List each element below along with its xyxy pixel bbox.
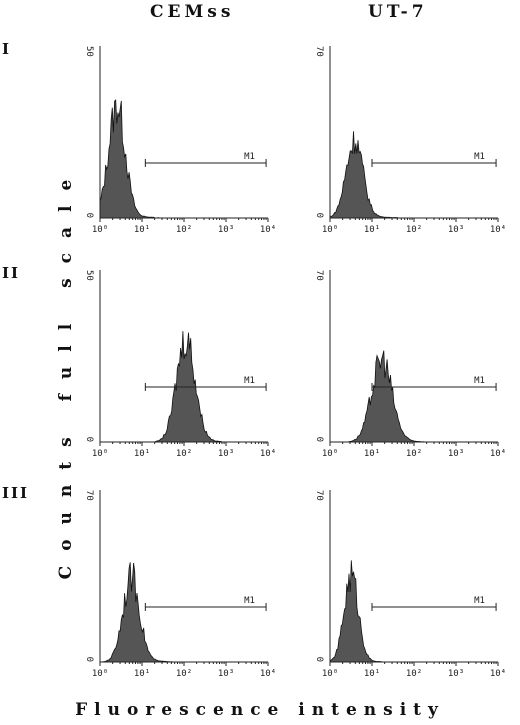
x-tick-label: 10⁰ xyxy=(92,669,108,679)
x-tick-label: 10¹ xyxy=(364,449,380,459)
histogram-area xyxy=(330,350,498,443)
x-tick-label: 10³ xyxy=(448,225,464,235)
x-tick-label: 10¹ xyxy=(134,669,150,679)
column-title-ut7: UT-7 xyxy=(368,2,428,22)
x-tick-label: 10⁰ xyxy=(322,225,338,235)
row-label-i: I xyxy=(2,40,12,58)
y-tick-label-min: 0 xyxy=(84,657,94,662)
x-tick-label: 10⁰ xyxy=(92,225,108,235)
histogram-area xyxy=(329,131,498,219)
x-tick-label: 10² xyxy=(176,225,192,235)
histogram-area xyxy=(99,99,268,219)
y-tick-label-max: 70 xyxy=(314,46,324,57)
gate-label: M1 xyxy=(244,596,255,606)
histogram-panel-i-cemss: 10⁰ 10¹ 10² 10³ 10⁴ 50 0 M1 xyxy=(84,46,276,235)
x-tick-label: 10¹ xyxy=(364,225,380,235)
x-tick-label: 10³ xyxy=(218,669,234,679)
x-tick-label: 10³ xyxy=(448,669,464,679)
x-tick-label: 10⁴ xyxy=(490,669,506,679)
x-tick-label: 10² xyxy=(406,225,422,235)
gate-label: M1 xyxy=(474,376,485,386)
x-tick-label: 10⁴ xyxy=(490,449,506,459)
histogram-panel-i-ut7: 10⁰ 10¹ 10² 10³ 10⁴ 70 0 M1 xyxy=(314,46,506,235)
y-tick-label-min: 0 xyxy=(84,213,94,218)
x-tick-label: 10⁴ xyxy=(260,225,276,235)
x-tick-label: 10² xyxy=(406,669,422,679)
row-label-iii: III xyxy=(2,484,30,502)
x-tick-label: 10² xyxy=(406,449,422,459)
y-tick-label-max: 50 xyxy=(84,270,94,281)
x-tick-label: 10¹ xyxy=(364,669,380,679)
gate-label: M1 xyxy=(474,596,485,606)
x-tick-label: 10³ xyxy=(218,225,234,235)
y-axis-title: Counts full scale xyxy=(56,164,76,580)
y-tick-label-min: 0 xyxy=(314,437,324,442)
y-tick-label-min: 0 xyxy=(314,213,324,218)
y-tick-label-max: 70 xyxy=(314,490,324,501)
y-tick-label-max: 50 xyxy=(84,46,94,57)
x-tick-label: 10⁰ xyxy=(322,669,338,679)
gate-label: M1 xyxy=(474,152,485,162)
x-tick-label: 10² xyxy=(176,449,192,459)
histogram-panel-iii-cemss: 10⁰ 10¹ 10² 10³ 10⁴ 70 0 M1 xyxy=(84,490,276,679)
gate-label: M1 xyxy=(244,152,255,162)
row-label-ii: II xyxy=(2,264,21,282)
x-tick-label: 10¹ xyxy=(134,225,150,235)
x-tick-label: 10⁴ xyxy=(490,225,506,235)
x-tick-label: 10⁰ xyxy=(322,449,338,459)
x-axis-title: Fluorescence intensity xyxy=(75,700,445,720)
column-title-cemss: CEMss xyxy=(150,2,235,22)
x-tick-label: 10¹ xyxy=(134,449,150,459)
x-tick-label: 10³ xyxy=(448,449,464,459)
y-tick-label-min: 0 xyxy=(314,657,324,662)
x-tick-label: 10² xyxy=(176,669,192,679)
x-tick-label: 10⁴ xyxy=(260,449,276,459)
gate-label: M1 xyxy=(244,376,255,386)
histogram-panel-ii-ut7: 10⁰ 10¹ 10² 10³ 10⁴ 70 0 M1 xyxy=(314,270,506,459)
histogram-area xyxy=(100,562,268,663)
y-tick-label-max: 70 xyxy=(314,270,324,281)
y-tick-label-max: 70 xyxy=(84,490,94,501)
x-tick-label: 10³ xyxy=(218,449,234,459)
x-tick-label: 10⁰ xyxy=(92,449,108,459)
y-tick-label-min: 0 xyxy=(84,437,94,442)
histogram-area xyxy=(329,560,498,663)
histogram-panel-ii-cemss: 10⁰ 10¹ 10² 10³ 10⁴ 50 0 M1 xyxy=(84,270,276,459)
x-tick-label: 10⁴ xyxy=(260,669,276,679)
histogram-panel-iii-ut7: 10⁰ 10¹ 10² 10³ 10⁴ 70 0 M1 xyxy=(314,490,506,679)
